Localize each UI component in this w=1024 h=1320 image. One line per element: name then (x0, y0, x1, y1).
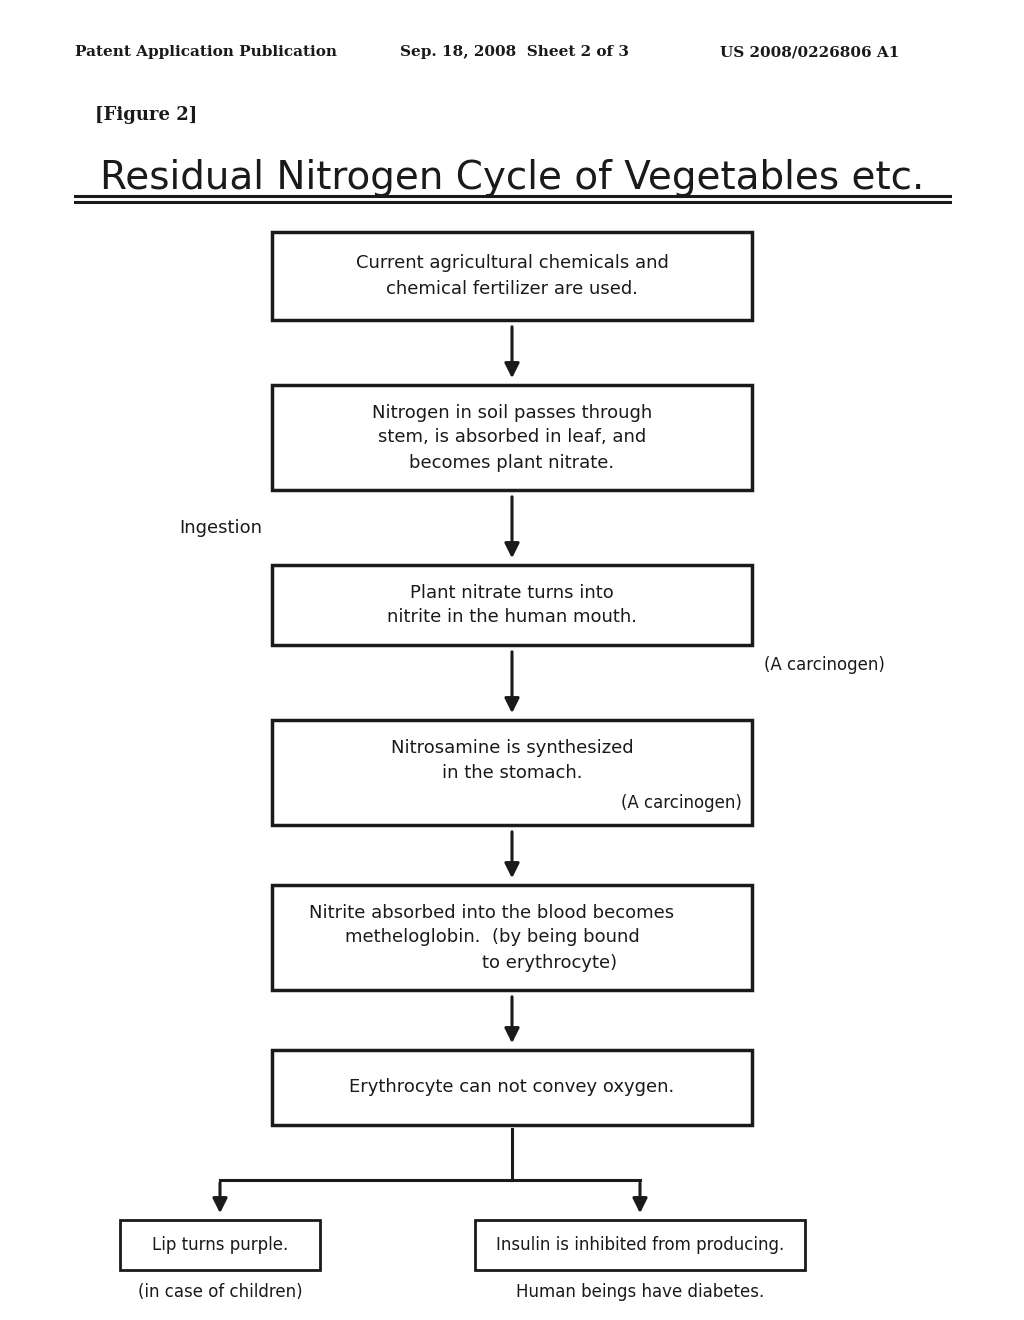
Text: Nitrosamine is synthesized
in the stomach.: Nitrosamine is synthesized in the stomac… (391, 739, 633, 781)
Bar (272, 385, 752, 490)
Text: Nitrogen in soil passes through
stem, is absorbed in leaf, and
becomes plant nit: Nitrogen in soil passes through stem, is… (372, 404, 652, 471)
Text: Current agricultural chemicals and
chemical fertilizer are used.: Current agricultural chemicals and chemi… (355, 255, 669, 297)
Bar (272, 719, 752, 825)
Bar (272, 565, 752, 645)
Text: Erythrocyte can not convey oxygen.: Erythrocyte can not convey oxygen. (349, 1078, 675, 1097)
Text: Lip turns purple.: Lip turns purple. (152, 1236, 288, 1254)
Text: US 2008/0226806 A1: US 2008/0226806 A1 (720, 45, 899, 59)
Text: Human beings have diabetes.: Human beings have diabetes. (516, 1283, 764, 1302)
Text: Insulin is inhibited from producing.: Insulin is inhibited from producing. (496, 1236, 784, 1254)
Text: Patent Application Publication: Patent Application Publication (75, 45, 337, 59)
Text: Ingestion: Ingestion (179, 519, 262, 537)
Text: (in case of children): (in case of children) (137, 1283, 302, 1302)
Bar (272, 1049, 752, 1125)
Bar (272, 232, 752, 319)
Text: Nitrite absorbed into the blood becomes
metheloglobin.  (by being bound
        : Nitrite absorbed into the blood becomes … (309, 903, 675, 972)
Text: Plant nitrate turns into
nitrite in the human mouth.: Plant nitrate turns into nitrite in the … (387, 583, 637, 627)
Text: [Figure 2]: [Figure 2] (95, 106, 198, 124)
Text: Residual Nitrogen Cycle of Vegetables etc.: Residual Nitrogen Cycle of Vegetables et… (99, 158, 925, 197)
Text: Sep. 18, 2008  Sheet 2 of 3: Sep. 18, 2008 Sheet 2 of 3 (400, 45, 629, 59)
Bar (120, 1220, 319, 1270)
Bar (272, 884, 752, 990)
Text: (A carcinogen): (A carcinogen) (622, 795, 742, 812)
Text: (A carcinogen): (A carcinogen) (764, 656, 885, 675)
Bar (475, 1220, 805, 1270)
